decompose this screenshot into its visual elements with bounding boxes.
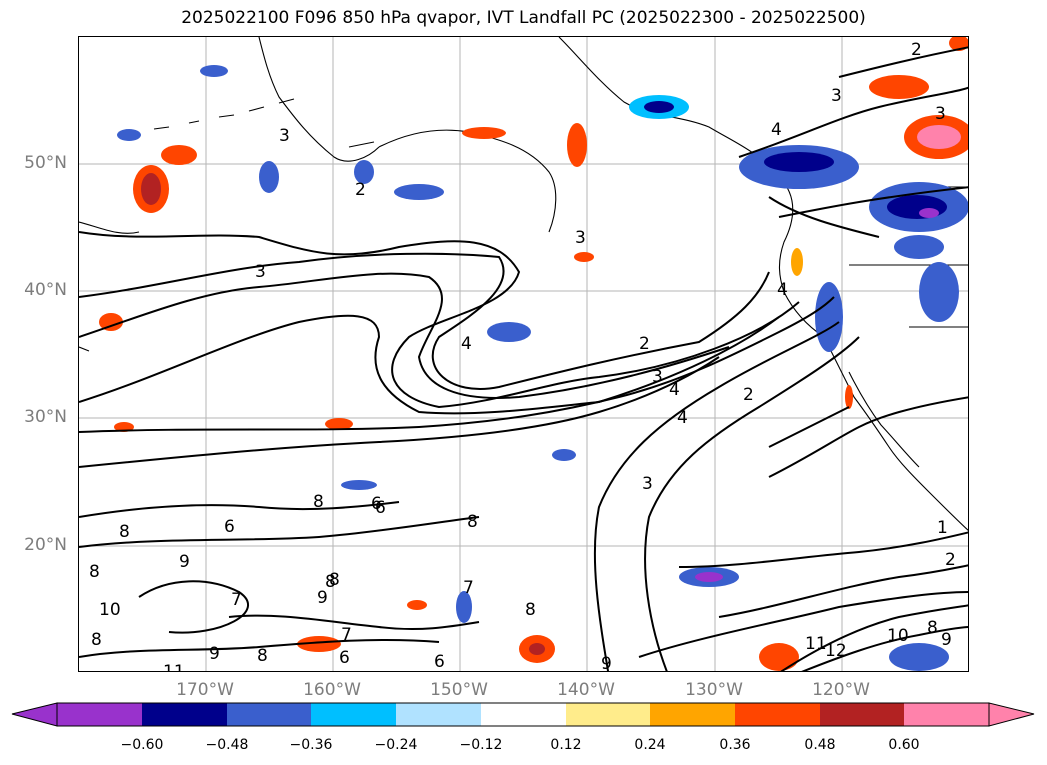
contour-label: 3 xyxy=(255,262,266,282)
contour-label: 8 xyxy=(119,522,130,542)
contour-label: 2 xyxy=(945,550,956,570)
coastlines xyxy=(79,37,968,531)
contour-label: 8 xyxy=(325,572,336,592)
colorbar-tick-label: 0.60 xyxy=(888,737,920,753)
contour-label: 3 xyxy=(279,126,290,146)
colorbar-segment xyxy=(57,703,142,726)
contour-label: 6 xyxy=(375,498,386,518)
contour-label: 10 xyxy=(887,626,909,646)
colorbar-segment xyxy=(142,703,227,726)
lat-label-50n: 50°N xyxy=(24,153,67,173)
map-title: 2025022100 F096 850 hPa qvapor, IVT Land… xyxy=(181,8,866,28)
lat-label-40n: 40°N xyxy=(24,280,67,300)
contour-label: 2 xyxy=(911,40,922,60)
contour-label: 8 xyxy=(525,600,536,620)
lat-label-20n: 20°N xyxy=(24,535,67,555)
contour-label: 9 xyxy=(317,588,328,608)
map-canvas: 2 3 3 4 3 2 3 4 4 2 3 1 2 3 4 3 2 4 8 6 … xyxy=(79,37,968,672)
colorbar-segment xyxy=(311,703,396,726)
lon-label-140w: 140°W xyxy=(557,680,615,700)
lat-label-30n: 30°N xyxy=(24,407,67,427)
contour-label: 8 xyxy=(329,570,340,590)
gridlines xyxy=(79,37,968,671)
colorbar xyxy=(11,702,1035,727)
colorbar-outline xyxy=(56,702,990,727)
colorbar-tick-label: −0.60 xyxy=(120,737,164,753)
contour-label: 4 xyxy=(669,380,680,400)
contour-label: 9 xyxy=(209,644,220,664)
contour-label: 2 xyxy=(639,334,650,354)
colorbar-segment xyxy=(481,703,566,726)
contour-label: 8 xyxy=(257,646,268,666)
contour-labels: 2 3 3 4 3 2 3 4 4 2 3 1 2 3 4 3 2 4 8 6 … xyxy=(89,40,956,672)
contour-label: 8 xyxy=(467,512,478,532)
shading-positive xyxy=(99,37,968,671)
colorbar-tick-label: −0.12 xyxy=(459,737,503,753)
contour-label: 11 xyxy=(805,634,827,654)
contour-label: 6 xyxy=(371,494,382,514)
lon-label-120w: 120°W xyxy=(812,680,870,700)
colorbar-tick-label: 0.24 xyxy=(634,737,666,753)
contour-label: 3 xyxy=(575,228,586,248)
contour-label: 8 xyxy=(91,630,102,650)
contour-label: 7 xyxy=(341,625,352,645)
colorbar-tick-label: −0.36 xyxy=(289,737,333,753)
contour-label: 6 xyxy=(434,652,445,672)
contour-label: 1 xyxy=(937,518,948,538)
contour-label: 4 xyxy=(677,408,688,428)
contour-label: 8 xyxy=(313,492,324,512)
colorbar-segment xyxy=(227,703,311,726)
ivt-contours xyxy=(79,46,968,671)
contour-label: 9 xyxy=(601,654,612,672)
contour-label: 3 xyxy=(831,86,842,106)
colorbar-tick-label: −0.24 xyxy=(374,737,418,753)
colorbar-max-arrow xyxy=(988,702,1035,727)
contour-label: 4 xyxy=(461,334,472,354)
colorbar-min-arrow xyxy=(11,702,58,727)
colorbar-segment xyxy=(735,703,820,726)
colorbar-tick-label: 0.48 xyxy=(804,737,836,753)
map-panel: 2 3 3 4 3 2 3 4 4 2 3 1 2 3 4 3 2 4 8 6 … xyxy=(78,36,969,672)
contour-label: 9 xyxy=(179,552,190,572)
contour-label: 12 xyxy=(825,641,847,661)
contour-label: 10 xyxy=(99,600,121,620)
contour-label: 8 xyxy=(89,562,100,582)
colorbar-segment xyxy=(650,703,735,726)
contour-label: 8 xyxy=(927,618,938,638)
contour-label: 11 xyxy=(163,662,185,672)
contour-label: 7 xyxy=(463,578,474,598)
lon-label-150w: 150°W xyxy=(430,680,488,700)
contour-label: 2 xyxy=(355,180,366,200)
colorbar-tick-label: −0.48 xyxy=(205,737,249,753)
colorbar-tick-label: 0.36 xyxy=(719,737,751,753)
colorbar-segment xyxy=(904,703,989,726)
colorbar-segment xyxy=(566,703,650,726)
lon-label-170w: 170°W xyxy=(176,680,234,700)
contour-label: 6 xyxy=(224,517,235,537)
lon-label-160w: 160°W xyxy=(303,680,361,700)
colorbar-segment xyxy=(396,703,481,726)
colorbar-segments xyxy=(57,703,989,726)
contour-label: 4 xyxy=(777,280,788,300)
lon-label-130w: 130°W xyxy=(685,680,743,700)
contour-label: 3 xyxy=(935,104,946,124)
contour-label: 9 xyxy=(941,630,952,650)
contour-label: 6 xyxy=(339,648,350,668)
colorbar-tick-label: 0.12 xyxy=(550,737,582,753)
contour-label: 3 xyxy=(642,474,653,494)
colorbar-segment xyxy=(820,703,904,726)
contour-label: 2 xyxy=(743,385,754,405)
contour-label: 4 xyxy=(771,120,782,140)
contour-label: 7 xyxy=(231,590,242,610)
contour-label: 3 xyxy=(652,367,663,387)
shading-negative xyxy=(117,65,968,671)
